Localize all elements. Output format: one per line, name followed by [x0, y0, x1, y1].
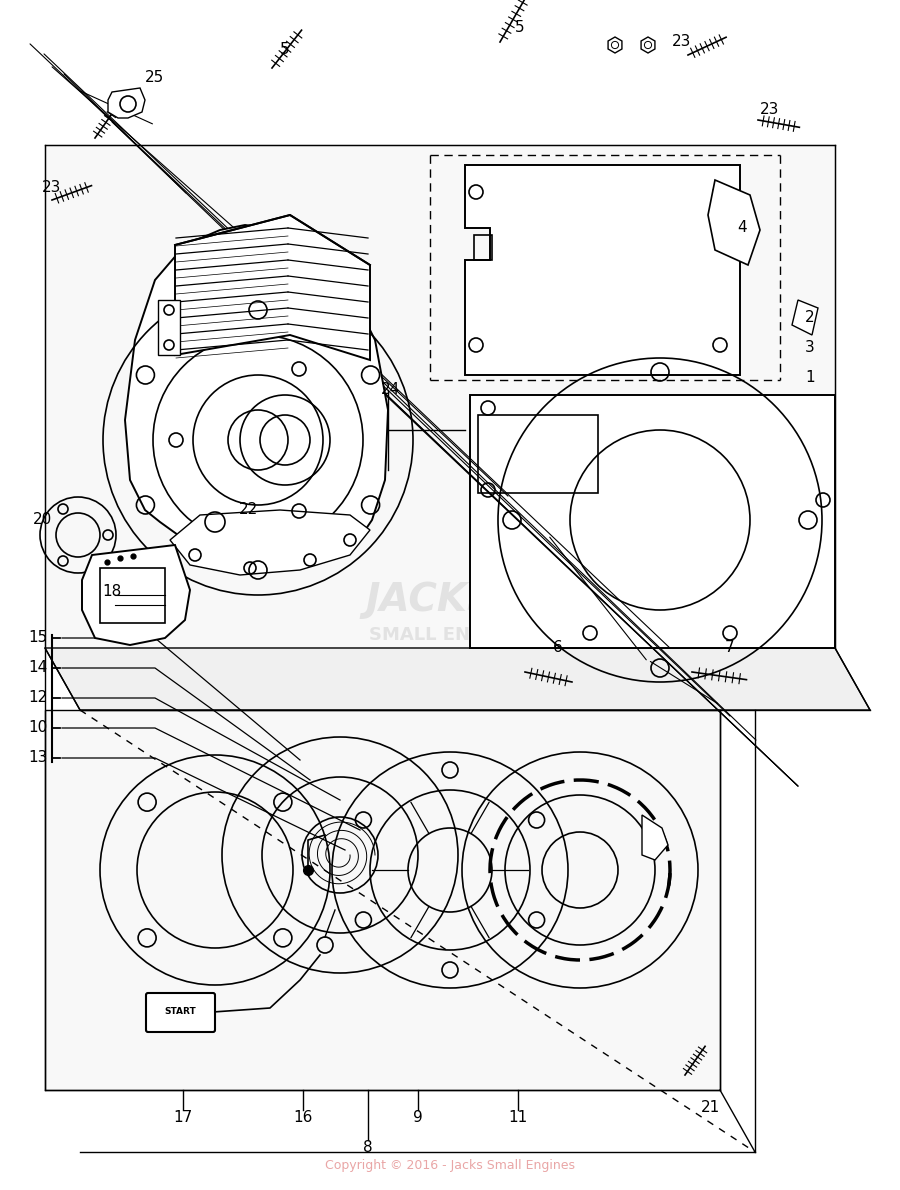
Text: 12: 12 — [29, 690, 48, 706]
Text: 7: 7 — [725, 640, 734, 656]
Polygon shape — [45, 710, 720, 1090]
Text: JACKS®: JACKS® — [365, 581, 535, 619]
Circle shape — [644, 42, 652, 49]
Text: 16: 16 — [293, 1110, 312, 1126]
Text: 15: 15 — [29, 631, 48, 645]
Text: 21: 21 — [700, 1101, 720, 1115]
Text: 24: 24 — [381, 382, 400, 397]
Text: 23: 23 — [672, 35, 692, 50]
Text: 9: 9 — [413, 1110, 423, 1126]
Circle shape — [611, 42, 618, 49]
Text: 4: 4 — [737, 220, 747, 236]
Polygon shape — [641, 37, 655, 54]
Text: Copyright © 2016 - Jacks Small Engines: Copyright © 2016 - Jacks Small Engines — [325, 1159, 575, 1171]
Polygon shape — [170, 511, 370, 575]
Text: 25: 25 — [146, 70, 165, 86]
Text: 23: 23 — [42, 181, 62, 195]
Text: 13: 13 — [28, 751, 48, 765]
Text: 8: 8 — [364, 1140, 373, 1155]
Text: 20: 20 — [32, 513, 51, 527]
FancyBboxPatch shape — [146, 992, 215, 1032]
Text: 23: 23 — [760, 102, 779, 118]
Text: 3: 3 — [806, 340, 814, 356]
Text: 5: 5 — [280, 43, 290, 57]
Text: 11: 11 — [508, 1110, 527, 1126]
Text: 6: 6 — [554, 640, 562, 656]
Bar — [158, 300, 180, 355]
Text: 5: 5 — [515, 20, 525, 36]
Text: 17: 17 — [174, 1110, 193, 1126]
Polygon shape — [792, 300, 818, 336]
Polygon shape — [465, 165, 740, 375]
Text: 22: 22 — [238, 502, 257, 518]
Polygon shape — [45, 649, 870, 710]
Polygon shape — [45, 145, 835, 649]
Bar — [100, 568, 165, 624]
Polygon shape — [708, 180, 760, 265]
Polygon shape — [82, 545, 190, 645]
Text: 10: 10 — [29, 720, 48, 735]
Text: 1: 1 — [806, 370, 814, 386]
Polygon shape — [108, 88, 145, 118]
Bar — [474, 234, 492, 259]
Polygon shape — [470, 395, 835, 649]
Polygon shape — [175, 215, 370, 361]
Bar — [478, 415, 598, 493]
Polygon shape — [608, 37, 622, 54]
Text: 18: 18 — [103, 584, 122, 600]
Polygon shape — [125, 225, 388, 565]
Text: SMALL ENGINES: SMALL ENGINES — [369, 626, 531, 644]
Text: START: START — [164, 1008, 196, 1016]
Polygon shape — [642, 815, 668, 860]
Text: 2: 2 — [806, 311, 814, 326]
Text: 14: 14 — [29, 660, 48, 676]
